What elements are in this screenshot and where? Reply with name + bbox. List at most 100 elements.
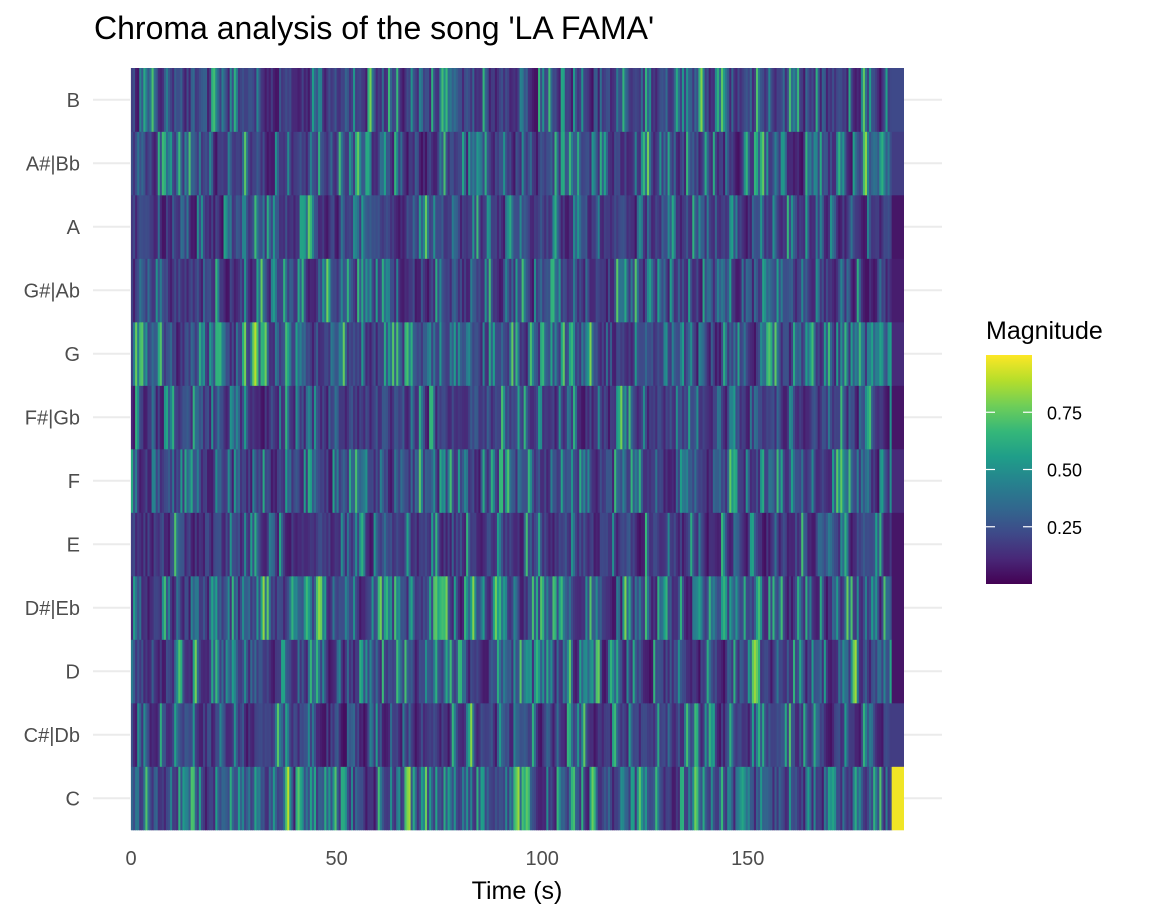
heatmap-cell (385, 766, 389, 831)
heatmap-cell (616, 68, 619, 132)
heatmap-cell (562, 131, 566, 196)
heatmap-cell (196, 322, 200, 386)
heatmap-cell (764, 703, 767, 767)
heatmap-cell (764, 385, 767, 450)
heatmap-cell (392, 576, 395, 640)
heatmap-cell (850, 385, 854, 450)
heatmap-cell (517, 766, 521, 831)
heatmap-cell (603, 639, 607, 704)
heatmap-cell (597, 766, 601, 831)
heatmap-cell (879, 576, 882, 640)
heatmap-cell (803, 639, 806, 704)
heatmap-cell (716, 512, 720, 577)
heatmap-cell (229, 703, 233, 767)
heatmap-cell (587, 576, 591, 640)
heatmap-cell (490, 449, 494, 513)
heatmap-cell (178, 576, 181, 640)
heatmap-cell (223, 766, 227, 831)
heatmap-cell (803, 703, 806, 767)
x-tick-label: 150 (731, 848, 764, 870)
heatmap-cell (525, 766, 529, 831)
heatmap-cell (566, 512, 570, 577)
heatmap-cell (400, 512, 403, 577)
heatmap-cell (488, 703, 492, 767)
heatmap-cell (642, 766, 646, 831)
heatmap-cell (749, 195, 753, 259)
heatmap-cell (192, 449, 196, 513)
heatmap-cell (176, 639, 179, 704)
heatmap-cell (862, 195, 866, 259)
heatmap-cell (165, 68, 169, 132)
heatmap-cell (361, 131, 364, 196)
heatmap-cell (174, 449, 177, 513)
heatmap-cell (408, 258, 412, 323)
heatmap-cell (745, 195, 749, 259)
heatmap-cell (531, 131, 535, 196)
heatmap-cell (669, 703, 673, 767)
heatmap-cell (811, 322, 815, 386)
heatmap-cell (184, 385, 188, 450)
heatmap-cell (192, 68, 196, 132)
heatmap-cell (679, 385, 683, 450)
heatmap-cell (260, 322, 264, 386)
heatmap-cell (400, 258, 403, 323)
heatmap-cell (550, 322, 554, 386)
heatmap-cell (336, 449, 340, 513)
heatmap-cell (466, 131, 469, 196)
heatmap-cell (406, 766, 410, 831)
heatmap-cell (696, 322, 700, 386)
heatmap-cell (665, 512, 669, 577)
heatmap-cell (708, 639, 712, 704)
heatmap-cell (721, 385, 724, 450)
heatmap-cell (562, 195, 566, 259)
heatmap-cell (381, 195, 385, 259)
heatmap-cell (194, 766, 198, 831)
heatmap-cell (501, 385, 504, 450)
heatmap-cell (217, 512, 221, 577)
heatmap-cell (834, 385, 837, 450)
heatmap-cell (595, 576, 599, 640)
heatmap-cell (373, 766, 377, 831)
heatmap-cell (573, 385, 576, 450)
heatmap-cell (762, 131, 765, 196)
heatmap-cell (601, 68, 605, 132)
heatmap-cell (579, 512, 582, 577)
heatmap-cell (731, 766, 734, 831)
heatmap-cell (492, 512, 496, 577)
heatmap-cell (285, 703, 288, 767)
heatmap-cell (721, 131, 724, 196)
heatmap-cell (634, 68, 638, 132)
heatmap-cell (801, 512, 804, 577)
heatmap-cell (630, 258, 634, 323)
heatmap-cell (225, 766, 229, 831)
heatmap-cell (718, 385, 722, 450)
heatmap-cell (394, 512, 397, 577)
heatmap-cell (873, 322, 876, 386)
heatmap-cell (531, 258, 535, 323)
heatmap-cell (647, 766, 650, 831)
heatmap-cell (560, 512, 564, 577)
heatmap-cell (525, 195, 529, 259)
heatmap-cell (714, 639, 718, 704)
heatmap-cell (634, 195, 638, 259)
heatmap-cell (803, 512, 806, 577)
heatmap-cell (274, 258, 278, 323)
heatmap-cell (871, 512, 874, 577)
heatmap-cell (318, 512, 321, 577)
heatmap-cell (213, 639, 216, 704)
heatmap-cell (618, 512, 621, 577)
heatmap-cell (860, 131, 864, 196)
heatmap-cell (519, 639, 523, 704)
heatmap-cell (825, 766, 829, 831)
heatmap-cell (383, 195, 387, 259)
heatmap-cell (536, 766, 539, 831)
heatmap-cell (618, 322, 621, 386)
heatmap-cell (786, 195, 790, 259)
heatmap-cell (213, 322, 216, 386)
heatmap-cell (603, 703, 607, 767)
heatmap-cell (577, 322, 580, 386)
heatmap-cell (585, 576, 588, 640)
heatmap-cell (873, 766, 876, 831)
heatmap-cell (575, 639, 578, 704)
heatmap-cell (414, 131, 418, 196)
